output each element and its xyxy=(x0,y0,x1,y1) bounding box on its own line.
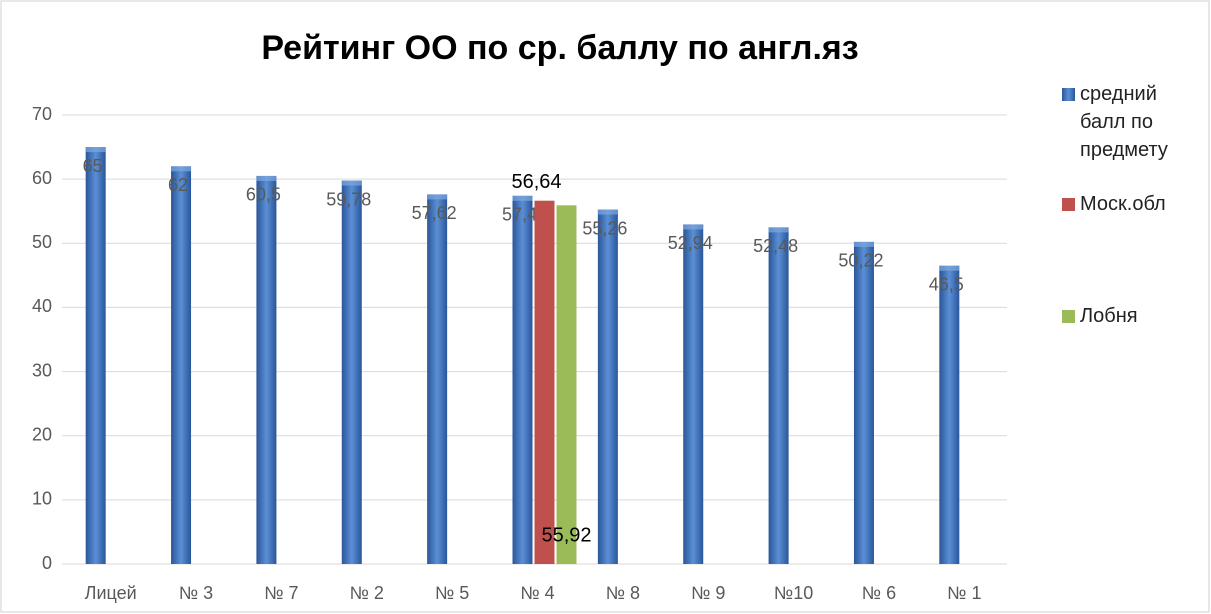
legend-label: средний балл по предмету xyxy=(1080,83,1168,161)
y-tick-label: 10 xyxy=(32,489,52,509)
data-label: 57,4 xyxy=(502,205,537,225)
data-label: 56,64 xyxy=(511,171,561,193)
y-tick-label: 0 xyxy=(42,553,52,573)
data-label: 65 xyxy=(83,156,103,176)
bar xyxy=(427,194,448,564)
bar xyxy=(256,175,277,564)
y-tick-label: 40 xyxy=(32,296,52,316)
x-tick-label: № 8 xyxy=(606,583,640,603)
bar-cap xyxy=(683,224,704,230)
data-label: 59,78 xyxy=(326,189,371,209)
legend-entry: Лобня xyxy=(1062,302,1182,330)
bar xyxy=(683,224,704,564)
legend-swatch xyxy=(1062,310,1075,323)
x-tick-label: № 4 xyxy=(520,583,554,603)
bar xyxy=(768,227,789,564)
x-tick-label: Лицей xyxy=(85,583,137,603)
bar xyxy=(853,241,874,564)
bar-cap xyxy=(427,194,448,200)
bar-cap xyxy=(939,265,960,271)
x-tick-label: № 9 xyxy=(691,583,725,603)
data-label: 62 xyxy=(168,175,188,195)
legend-entry: средний балл по предмету xyxy=(1062,80,1182,164)
y-tick-label: 30 xyxy=(32,360,52,380)
x-tick-label: № 1 xyxy=(947,583,981,603)
x-tick-label: № 2 xyxy=(350,583,384,603)
x-tick-label: № 7 xyxy=(264,583,298,603)
data-label: 57,62 xyxy=(412,203,457,223)
legend-label: Моск.обл xyxy=(1080,193,1166,215)
data-label: 52,94 xyxy=(668,233,713,253)
data-label: 60,5 xyxy=(246,185,281,205)
bar-cap xyxy=(853,241,874,247)
legend-swatch xyxy=(1062,88,1075,101)
legend-label: Лобня xyxy=(1080,305,1138,327)
bar xyxy=(556,205,577,564)
bar xyxy=(341,180,362,564)
legend-swatch xyxy=(1062,198,1075,211)
bar-cap xyxy=(341,180,362,186)
data-label: 55,26 xyxy=(582,218,627,238)
y-tick-label: 20 xyxy=(32,424,52,444)
bar xyxy=(512,195,533,564)
bar-cap xyxy=(597,209,618,215)
x-tick-label: № 3 xyxy=(179,583,213,603)
bar-cap xyxy=(256,175,277,181)
bar xyxy=(939,265,960,564)
bar-cap xyxy=(512,195,533,201)
bar xyxy=(534,200,555,564)
y-tick-label: 60 xyxy=(32,168,52,188)
y-tick-label: 50 xyxy=(32,232,52,252)
data-label: 52,48 xyxy=(753,236,798,256)
bar-cap xyxy=(768,227,789,233)
data-label: 50,22 xyxy=(838,251,883,271)
data-label: 55,92 xyxy=(541,524,591,546)
bar xyxy=(85,147,106,565)
bar xyxy=(171,166,192,565)
chart-title: Рейтинг ОО по ср. баллу по англ.яз xyxy=(261,29,858,67)
x-tick-label: №10 xyxy=(774,583,813,603)
x-tick-label: № 6 xyxy=(862,583,896,603)
y-tick-label: 70 xyxy=(32,104,52,124)
bar xyxy=(597,209,618,564)
bar-cap xyxy=(85,147,106,153)
x-tick-label: № 5 xyxy=(435,583,469,603)
bar-cap xyxy=(171,166,192,172)
legend-entry: Моск.обл xyxy=(1062,190,1182,218)
data-label: 46,5 xyxy=(929,274,964,294)
